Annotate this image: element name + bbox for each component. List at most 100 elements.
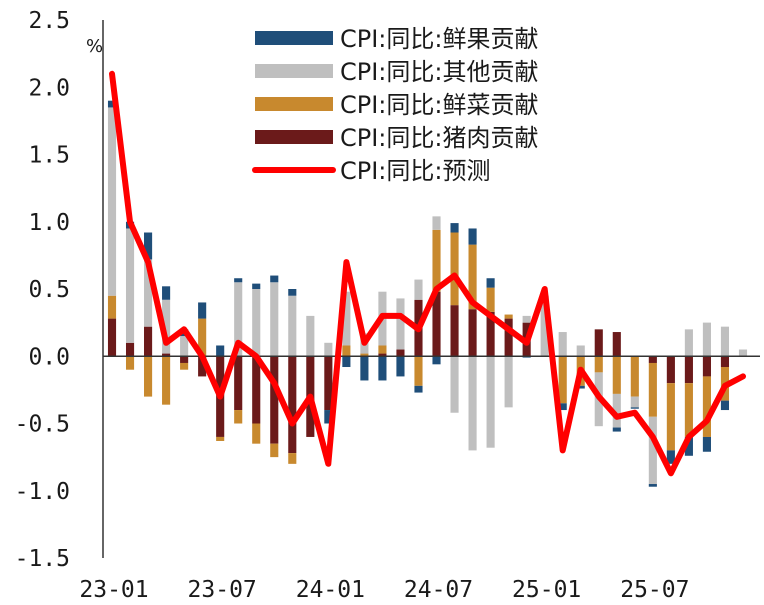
bar-segment [360,353,369,357]
bar-segment [270,356,279,444]
bar-segment [720,356,730,368]
bar-segment [180,356,189,363]
bar-segment [702,376,711,437]
y-tick-label: -1.5 [15,546,70,572]
x-tick-label: 25-07 [620,577,689,603]
bar-segment [107,100,117,108]
bar-segment [612,332,621,357]
bar-segment [630,407,639,409]
bar-segment [342,356,351,368]
bar-segment [558,356,567,404]
bar-segment [702,322,711,357]
bar-segment [486,287,495,312]
bar-segment [144,326,153,357]
bar-segment [125,228,135,343]
bar-segment [468,356,477,451]
bar-segment [648,356,657,363]
legend-label: CPI:同比:猪肉贡献 [340,124,538,152]
bar-segment [288,453,297,464]
bar-segment [720,400,730,411]
y-tick-labels: 2.5 2.0 1.5 1.0 0.5 0.0 -0.5 -1.0 -1.5 [15,8,70,572]
bar-segment [107,295,117,319]
bar-segment [432,216,441,230]
bar-segment [612,356,621,394]
bar-segment [648,416,657,485]
y-tick-label: -1.0 [15,479,70,505]
legend-label: CPI:同比:鲜果贡献 [340,25,538,53]
legend-swatch [255,130,333,144]
bar-segment [504,356,513,408]
legend-swatch [255,64,333,78]
bar-segment [432,356,441,365]
bar-segment [594,329,603,357]
bar-segment [360,356,369,381]
bar-segment [216,436,225,441]
bar-segment [378,345,387,354]
legend-label: CPI:同比:预测 [340,157,490,185]
bar-segment [468,228,477,245]
bar-segment [468,244,477,310]
bar-segment [540,295,549,357]
legend-label: CPI:同比:其他贡献 [340,58,538,86]
bar-segment [198,318,207,357]
bar-segment [396,349,405,357]
forecast-line-layer [109,70,746,477]
bar-segment [612,427,621,432]
bar-segment [234,278,243,283]
x-tick-label: 24-01 [296,577,365,603]
y-axis-unit-label: % [86,36,103,57]
bar-segment [162,356,171,405]
bar-segment [144,259,153,327]
bar-segment [378,353,387,357]
legend-label: CPI:同比:鲜菜贡献 [340,91,538,119]
bar-segment [558,332,567,357]
x-tick-labels: 23-01 23-07 24-01 24-07 25-01 25-07 [79,577,689,603]
bar-segment [252,283,261,289]
bar-layer [107,100,748,487]
bar-segment [288,295,297,357]
bar-segment [414,385,423,393]
bar-segment [180,336,189,357]
bar-segment [486,278,495,288]
bar-segment [576,385,585,389]
bar-segment [252,423,261,444]
bar-segment [450,305,459,357]
bar-segment [270,275,279,283]
y-tick-label: 1.5 [28,143,70,169]
bar-segment [270,282,279,357]
bar-segment [504,314,513,319]
legend: CPI:同比:鲜果贡献 CPI:同比:其他贡献 CPI:同比:鲜菜贡献 CPI:同比:… [252,25,538,185]
bar-segment [107,107,117,296]
legend-swatch [255,31,333,45]
bar-segment [342,345,351,357]
y-tick-label: 1.0 [28,210,70,236]
bar-segment [414,279,423,300]
x-tick-label: 23-07 [188,577,257,603]
bar-segment [107,318,117,357]
x-tick-label: 24-07 [404,577,473,603]
bar-segment [270,443,279,458]
y-tick-label: -0.5 [15,412,70,438]
bar-segment [504,318,513,357]
bar-segment [144,356,153,397]
bar-segment [162,299,171,354]
bar-segment [684,436,693,456]
legend-swatch [255,97,333,111]
bar-segment [648,484,657,487]
bar-segment [252,289,261,357]
bar-segment [486,356,495,448]
bar-segment [342,291,351,346]
y-tick-label: 2.5 [28,8,70,34]
bar-segment [558,403,567,411]
bar-segment [468,309,477,357]
bar-segment [432,291,441,357]
bar-segment [180,362,189,370]
bar-segment [144,232,153,260]
bar-segment [234,410,243,424]
bar-segment [666,450,675,464]
bar-segment [612,393,621,428]
y-tick-label: 0.0 [28,344,70,370]
bar-segment [125,356,135,370]
axes-layer: 2.52.01.51.00.50.0-0.5-1.0-1.5 23-01 23-0… [15,8,760,603]
